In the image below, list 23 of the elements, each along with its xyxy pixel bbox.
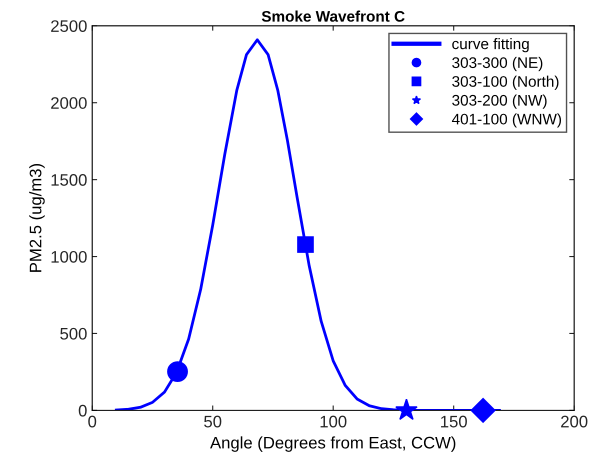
chart-title: Smoke Wavefront C: [262, 10, 405, 22]
y-tick-label: 500: [60, 328, 87, 340]
x-tick-label: 100: [320, 416, 346, 428]
legend-label: 303-100 (North): [452, 76, 558, 90]
x-axis-title: Angle (Degrees from East, CCW): [210, 436, 456, 452]
point: [297, 236, 314, 253]
legend-label: 303-200 (NW): [452, 94, 547, 109]
y-tick-label: 2000: [51, 97, 87, 109]
legend-label: 303-300 (NE): [452, 56, 542, 72]
legend-label: curve fitting: [452, 38, 529, 52]
y-axis-title: PM2.5 (ug/m3): [29, 164, 45, 272]
y-tick-label: 2500: [51, 20, 87, 32]
x-tick-label: 200: [561, 416, 588, 428]
x-tick-label: 50: [204, 416, 222, 428]
y-tick-label: 1000: [52, 250, 87, 263]
x-tick-label: 0: [88, 416, 96, 428]
legend-label: 401-100 (WNW): [452, 113, 562, 128]
y-tick-label: 0: [78, 404, 87, 417]
point: [167, 361, 188, 382]
point: [395, 398, 418, 420]
y-tick-label: 1500: [52, 174, 87, 186]
point: [470, 398, 496, 423]
x-tick-label: 150: [441, 416, 467, 428]
